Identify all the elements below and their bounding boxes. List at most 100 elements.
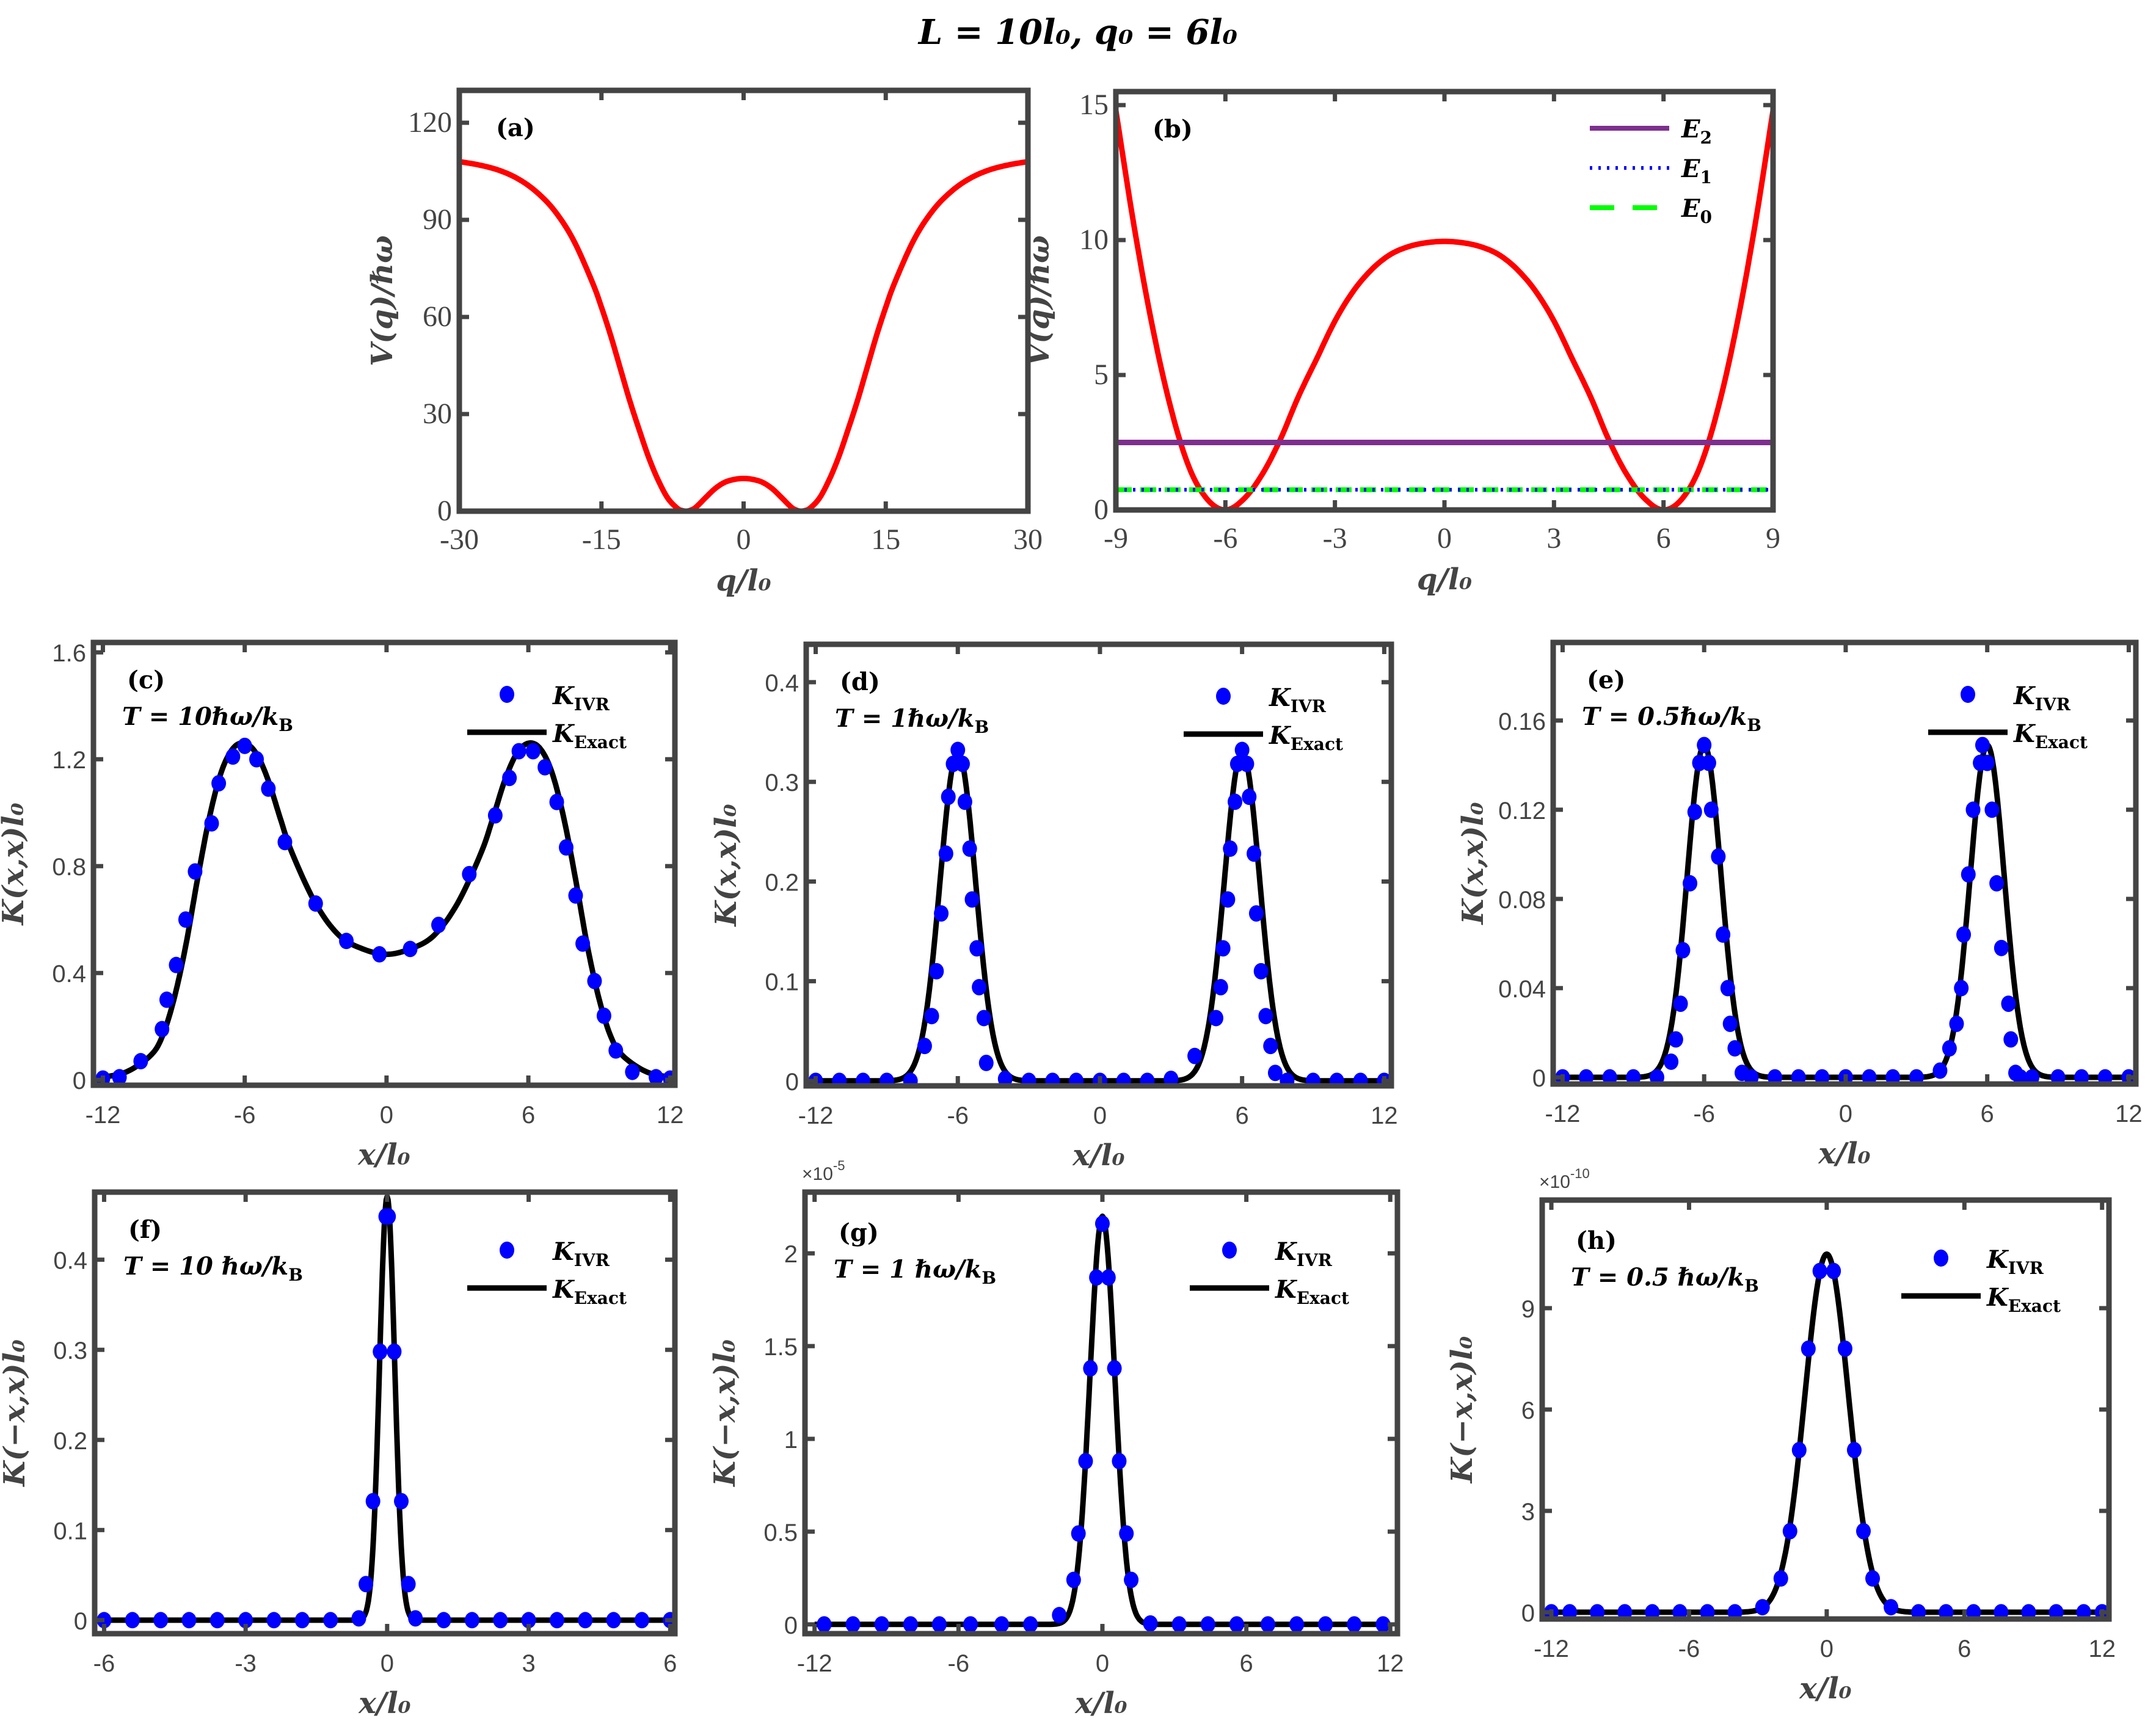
data-point-k-ivr [266,1612,282,1629]
y-axis-label: K(−x,x)l₀ [1445,1336,1479,1485]
x-axis-label: q/l₀ [1417,562,1472,597]
data-point-k-ivr [976,1010,991,1027]
y-tick-label: 1.5 [763,1334,798,1361]
legend-label-subscript: Exact [1297,1288,1349,1308]
data-point-k-ivr [1801,1340,1816,1357]
data-point-k-ivr [387,1343,402,1360]
data-point-k-ivr [1318,1616,1333,1633]
x-tick-label: 6 [1981,1101,1994,1127]
x-tick-label: -6 [1678,1635,1700,1662]
data-point-k-ivr [225,748,241,765]
legend-label-subscript: 0 [1700,207,1712,227]
data-point-k-ivr [606,1612,621,1629]
series-line-k-exact [1550,1251,2104,1615]
data-point-k-ivr [1069,1072,1084,1086]
data-point-k-ivr [1602,1069,1617,1084]
data-point-k-ivr [1215,940,1231,957]
series-line-v-q- [459,159,1028,511]
data-point-k-ivr [1116,1072,1131,1086]
data-point-k-ivr [950,741,966,759]
legend-label: E0 [1681,194,1712,227]
data-point-k-ivr [608,1042,624,1059]
series-line-v-q- [1116,110,1773,510]
data-point-k-ivr [1755,1599,1770,1616]
legend-marker-ivr [1961,686,1975,703]
x-axis-label: x/l₀ [1072,1138,1124,1173]
data-point-k-ivr [1791,1069,1806,1084]
data-point-k-ivr [402,941,418,958]
data-point-k-ivr [408,1610,423,1627]
data-point-k-ivr [1687,804,1702,820]
data-point-k-ivr [1744,1069,1759,1084]
data-point-k-ivr [436,1612,451,1629]
x-tick-label: -12 [1545,1101,1581,1127]
data-point-k-ivr [1228,793,1243,810]
data-point-k-ivr [558,839,574,856]
x-axis-label: x/l₀ [1074,1686,1127,1720]
data-point-k-ivr [1220,891,1236,908]
legend-label: KIVR [1986,1245,2044,1278]
data-point-k-ivr [204,815,219,832]
y-exponent-label: ×10-10 [1539,1166,1590,1192]
legend-label: KExact [552,719,627,752]
data-point-k-ivr [1815,1069,1830,1084]
x-tick-label: 3 [522,1650,535,1677]
x-tick-label: 0 [1093,1102,1107,1129]
x-axis-label: x/l₀ [357,1138,410,1172]
x-tick-label: 12 [2088,1635,2116,1662]
y-tick-label: 60 [423,300,452,333]
legend-label-subscript: IVR [574,694,610,715]
data-point-k-ivr [1965,801,1981,818]
y-tick-label: 5 [1094,358,1109,391]
data-point-k-ivr [493,1612,508,1629]
y-tick-label: 120 [408,106,452,139]
data-point-k-ivr [1975,737,1990,754]
data-point-k-ivr [1711,848,1726,865]
data-point-k-ivr [1590,1604,1605,1619]
data-point-k-ivr [1143,1615,1158,1632]
x-tick-label: 0 [380,1102,393,1129]
data-point-k-ivr [955,755,970,773]
x-tick-label: -6 [234,1102,256,1129]
y-tick-label: 0.2 [53,1428,87,1455]
data-point-k-ivr [2097,1069,2113,1084]
panel-label: (d) [840,668,880,696]
legend-label-subscript: Exact [574,732,627,752]
data-point-k-ivr [1673,995,1688,1012]
data-point-k-ivr [1248,905,1264,922]
data-point-k-ivr [625,1063,640,1080]
y-tick-label: 3 [1521,1499,1535,1526]
legend-label: KIVR [1269,683,1327,716]
data-point-k-ivr [261,780,276,797]
data-point-k-ivr [856,1072,871,1086]
legend-label: KIVR [552,1237,610,1270]
figure-title: L = 10l₀, q₀ = 6l₀ [917,12,1237,53]
data-point-k-ivr [1700,1604,1715,1619]
panel-label: (c) [127,666,165,694]
y-tick-label: 0.2 [765,869,799,896]
data-point-k-ivr [1187,1047,1203,1064]
y-axis-label: V(q)/ℏω [365,235,399,366]
legend-label: KExact [552,1275,627,1308]
data-point-k-ivr [133,1053,148,1070]
data-point-k-ivr [2050,1069,2066,1084]
plot-area [1116,110,1773,510]
data-point-k-ivr [1140,1072,1155,1086]
data-point-k-ivr [1885,1069,1901,1084]
x-tick-label: 0 [381,1650,394,1677]
data-point-k-ivr [1683,875,1698,892]
y-axis-label: V(q)/ℏω [1022,235,1056,366]
data-point-k-ivr [365,1493,381,1510]
data-point-k-ivr [1954,980,1969,997]
y-tick-label: 0.4 [765,670,799,697]
legend-marker-ivr [1222,1242,1237,1259]
legend-marker-ivr [500,686,514,703]
data-point-k-ivr [879,1072,894,1086]
data-point-k-ivr [153,1612,169,1629]
data-point-k-ivr [1242,788,1257,806]
data-point-k-ivr [1164,1071,1179,1086]
x-tick-label: 9 [1766,522,1780,555]
y-axis-label: K(−x,x)l₀ [708,1339,742,1488]
data-point-k-ivr [339,933,354,950]
data-point-k-ivr [1171,1616,1187,1633]
